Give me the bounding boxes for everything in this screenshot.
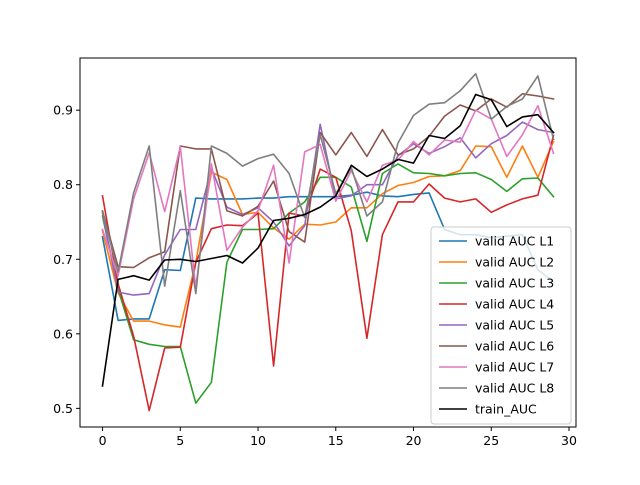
y-tick-label: 0.5 (53, 401, 73, 416)
legend-item: valid AUC L4 (439, 297, 554, 312)
y-tick-label: 0.7 (53, 252, 73, 267)
x-tick-label: 10 (250, 433, 266, 448)
series-line-8 (101, 72, 555, 295)
legend-label: valid AUC L8 (475, 381, 554, 396)
y-tick-label: 0.8 (53, 177, 73, 192)
axes-layer: 0 5 10 15 20 25 30 0.5 0.6 0.7 0.8 0.9 (53, 57, 577, 448)
legend-item: valid AUC L5 (439, 318, 554, 333)
legend-label: train_AUC (475, 402, 537, 417)
series-line-6 (101, 93, 555, 269)
legend-label: valid AUC L6 (475, 339, 554, 354)
legend-label: valid AUC L4 (475, 297, 554, 312)
x-tick-label: 15 (328, 433, 344, 448)
legend-box (430, 226, 572, 425)
legend-item: valid AUC L2 (439, 255, 554, 270)
x-tick-label: 25 (483, 433, 499, 448)
legend-item: valid AUC L1 (439, 234, 554, 249)
legend-label: valid AUC L5 (475, 318, 554, 333)
series-line-9 (101, 93, 555, 387)
series-line-2 (101, 140, 555, 328)
legend-label: valid AUC L2 (475, 255, 554, 270)
x-tick-label: 0 (99, 433, 107, 448)
series-line-3 (101, 163, 555, 404)
x-tick-label: 30 (561, 433, 577, 448)
legend-item: valid AUC L6 (439, 339, 554, 354)
legend-item: valid AUC L7 (439, 360, 554, 375)
y-tick-label: 0.9 (53, 103, 73, 118)
legend-item: valid AUC L8 (439, 381, 554, 396)
legend-label: valid AUC L3 (475, 276, 554, 291)
x-tick-label: 20 (406, 433, 422, 448)
axes-frame (79, 57, 577, 428)
y-tick-label: 0.6 (53, 326, 73, 341)
legend: valid AUC L1 valid AUC L2 valid AUC L3 vali… (430, 226, 572, 425)
series-layer (101, 72, 555, 412)
legend-label: valid AUC L1 (475, 234, 554, 249)
legend-item: train_AUC (439, 402, 537, 417)
series-line-7 (101, 104, 555, 289)
x-tick-label: 5 (176, 433, 184, 448)
legend-item: valid AUC L3 (439, 276, 554, 291)
legend-label: valid AUC L7 (475, 360, 554, 375)
